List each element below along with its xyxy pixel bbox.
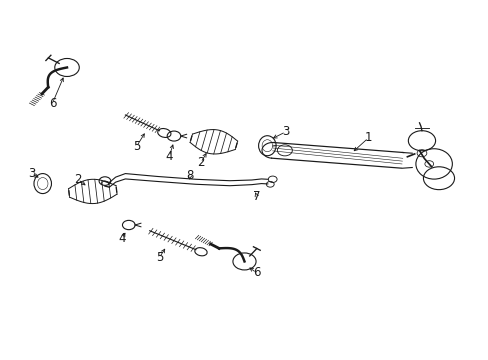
Text: 1: 1 — [364, 131, 371, 144]
Text: 5: 5 — [133, 140, 140, 153]
Text: 5: 5 — [155, 251, 163, 264]
Text: 8: 8 — [186, 169, 193, 182]
Text: 3: 3 — [282, 125, 289, 138]
Text: 4: 4 — [165, 150, 173, 163]
Text: 6: 6 — [252, 266, 260, 279]
Text: 3: 3 — [28, 167, 35, 180]
Text: 2: 2 — [197, 156, 204, 169]
Text: 4: 4 — [118, 232, 125, 245]
Text: 2: 2 — [74, 173, 81, 186]
Text: 7: 7 — [252, 190, 260, 203]
Text: 6: 6 — [49, 97, 56, 110]
